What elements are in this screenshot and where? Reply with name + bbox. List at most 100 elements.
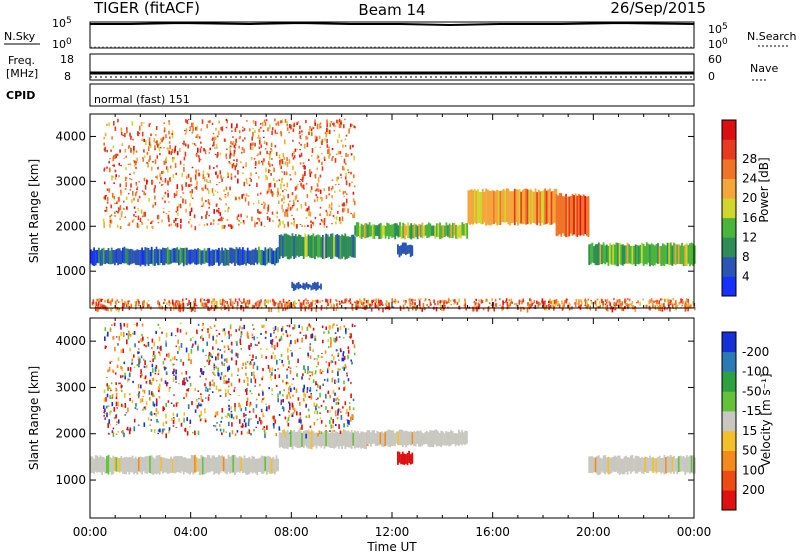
echo-mark — [229, 224, 232, 228]
echo-mark — [150, 455, 153, 474]
echo-mark — [394, 299, 397, 303]
echo-mark — [331, 185, 334, 190]
echo-mark — [207, 396, 210, 401]
echo-mark — [129, 347, 131, 352]
echo-mark — [285, 189, 288, 192]
echo-mark — [111, 402, 114, 407]
echo-mark — [301, 376, 303, 380]
echo-mark — [252, 127, 254, 130]
echo-mark — [480, 192, 483, 225]
echo-mark — [621, 458, 624, 475]
echo-mark — [215, 329, 218, 331]
echo-mark — [227, 206, 230, 210]
echo-mark — [488, 190, 491, 226]
echo-mark — [114, 126, 117, 131]
echo-mark — [162, 180, 164, 182]
echo-mark — [243, 222, 245, 225]
echo-mark — [116, 364, 119, 369]
echo-mark — [481, 188, 484, 225]
echo-mark — [368, 222, 371, 237]
echo-mark — [167, 192, 169, 198]
echo-mark — [419, 298, 422, 300]
echo-mark — [266, 212, 269, 214]
echo-mark — [261, 203, 263, 205]
echo-mark — [286, 374, 288, 379]
echo-mark — [109, 387, 112, 391]
echo-mark — [338, 235, 340, 259]
echo-mark — [154, 148, 156, 151]
echo-mark — [393, 300, 395, 303]
echo-mark — [473, 301, 476, 303]
echo-mark — [328, 204, 331, 209]
echo-mark — [591, 242, 594, 263]
echo-mark — [273, 418, 275, 422]
echo-mark — [644, 456, 647, 472]
echo-mark — [206, 223, 209, 226]
echo-mark — [288, 360, 290, 365]
echo-mark — [194, 174, 197, 180]
y-tick-label: 4000 — [55, 334, 86, 348]
echo-mark — [109, 411, 111, 416]
y-tick-label: 3000 — [55, 174, 86, 188]
echo-mark — [104, 336, 106, 341]
echo-mark — [362, 431, 364, 448]
echo-mark — [245, 422, 247, 428]
echo-mark — [344, 118, 346, 121]
echo-mark — [138, 195, 141, 199]
echo-mark — [400, 226, 403, 240]
echo-mark — [392, 223, 395, 238]
echo-mark — [292, 128, 295, 133]
echo-mark — [182, 192, 184, 194]
echo-mark — [133, 206, 136, 209]
echo-mark — [614, 304, 616, 307]
echo-mark — [188, 184, 191, 187]
echo-mark — [637, 245, 640, 265]
echo-mark — [242, 362, 244, 366]
echo-mark — [289, 385, 291, 388]
echo-mark — [314, 139, 317, 142]
echo-mark — [330, 120, 333, 123]
echo-mark — [185, 175, 188, 180]
echo-mark — [360, 299, 362, 304]
echo-mark — [408, 431, 411, 445]
echo-mark — [275, 151, 278, 156]
echo-mark — [271, 191, 274, 196]
echo-mark — [634, 455, 637, 474]
echo-mark — [299, 130, 301, 134]
echo-mark — [269, 151, 272, 155]
echo-mark — [293, 201, 295, 206]
echo-mark — [246, 247, 249, 264]
echo-mark — [497, 190, 500, 225]
echo-mark — [340, 120, 342, 123]
echo-mark — [118, 174, 120, 178]
echo-mark — [117, 457, 119, 472]
echo-mark — [149, 371, 152, 377]
echo-mark — [118, 307, 121, 310]
echo-mark — [216, 249, 219, 263]
echo-mark — [146, 336, 149, 339]
echo-mark — [363, 223, 366, 239]
echo-mark — [256, 250, 259, 265]
echo-mark — [190, 249, 193, 264]
echo-mark — [245, 414, 247, 416]
echo-mark — [141, 157, 144, 159]
echo-mark — [597, 455, 600, 476]
echo-mark — [128, 393, 131, 396]
echo-mark — [571, 193, 574, 236]
echo-mark — [281, 204, 283, 210]
echo-mark — [116, 421, 118, 424]
echo-mark — [310, 235, 313, 259]
echo-mark — [283, 224, 286, 229]
colorbar-tick-label: 28 — [742, 152, 757, 166]
echo-mark — [98, 298, 101, 301]
echo-mark — [278, 414, 281, 416]
echo-mark — [439, 305, 442, 310]
echo-mark — [266, 191, 269, 194]
echo-mark — [214, 457, 217, 474]
echo-mark — [647, 243, 650, 263]
echo-mark — [554, 305, 556, 308]
echo-mark — [147, 218, 150, 221]
echo-mark — [146, 151, 149, 155]
echo-mark — [140, 338, 142, 342]
echo-mark — [230, 382, 233, 387]
